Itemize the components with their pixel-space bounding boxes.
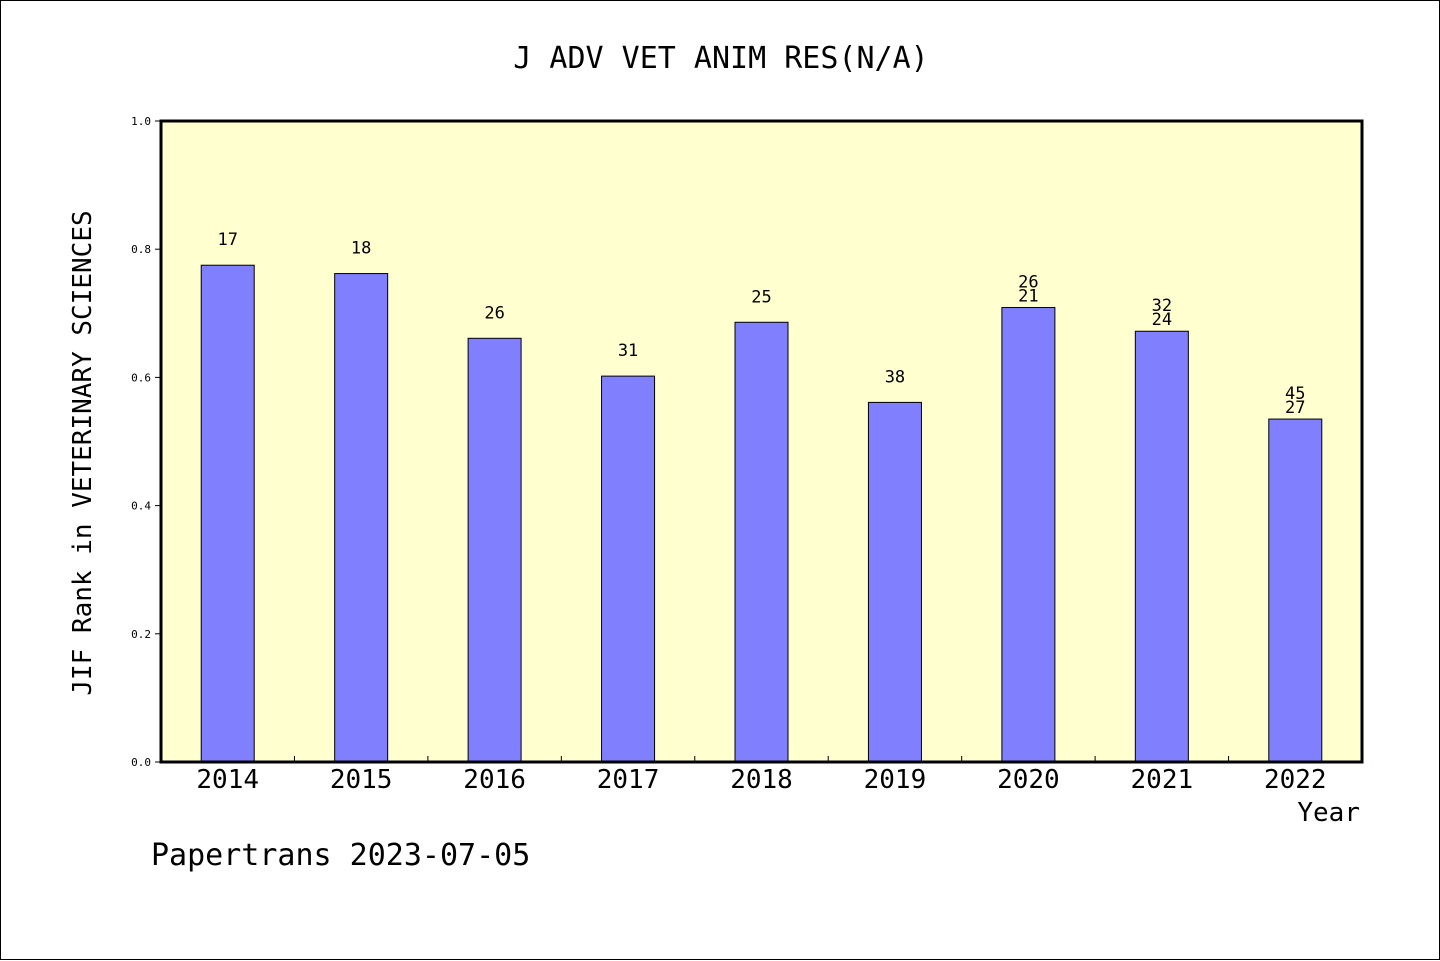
bar-value-label: 24 bbox=[1152, 310, 1172, 330]
bar bbox=[1001, 307, 1056, 763]
bar-value-label: 27 bbox=[1285, 398, 1305, 418]
bar bbox=[734, 321, 789, 763]
x-axis-label: Year bbox=[1297, 798, 1360, 828]
y-tick-label: 0.0 bbox=[131, 756, 151, 769]
bar-value-label: 21 bbox=[1018, 287, 1038, 307]
y-tick-label: 0.4 bbox=[131, 500, 151, 513]
bar bbox=[334, 273, 389, 763]
plot-border bbox=[159, 119, 1364, 764]
y-tick-label: 0.8 bbox=[131, 243, 151, 256]
y-tick-label: 1.0 bbox=[131, 115, 151, 128]
bar-value-label: 32 bbox=[1152, 296, 1172, 316]
footer-credit: Papertrans 2023-07-05 bbox=[151, 838, 530, 873]
bars-group bbox=[200, 264, 1323, 763]
x-tick-label: 2016 bbox=[463, 765, 526, 795]
bar-value-label: 25 bbox=[751, 287, 771, 307]
x-tick-label: 2022 bbox=[1264, 765, 1327, 795]
bar-value-label: 45 bbox=[1285, 384, 1305, 404]
bar-value-label: 26 bbox=[1018, 273, 1038, 293]
bar bbox=[1134, 330, 1189, 763]
bar-value-label: 31 bbox=[618, 341, 638, 361]
y-axis-ticks: 0.0 0.2 0.4 0.6 0.8 1.0 bbox=[131, 115, 161, 769]
x-tick-label: 2021 bbox=[1131, 765, 1194, 795]
x-axis-ticks: 2014 2015 2016 2017 2018 2019 2020 2021 2022 bbox=[196, 756, 1327, 795]
y-tick-label: 0.6 bbox=[131, 371, 151, 384]
x-tick-label: 2014 bbox=[196, 765, 259, 795]
bar bbox=[1268, 418, 1323, 763]
bar bbox=[601, 375, 656, 763]
bar-value-label: 18 bbox=[351, 239, 371, 259]
y-axis-label: JIF Rank in VETERINARY SCIENCES bbox=[68, 210, 98, 695]
chart-title: J ADV VET ANIM RES(N/A) bbox=[513, 41, 928, 76]
x-tick-label: 2015 bbox=[330, 765, 393, 795]
x-tick-label: 2017 bbox=[597, 765, 660, 795]
bar-value-label: 26 bbox=[484, 303, 504, 323]
y-tick-label: 0.2 bbox=[131, 628, 151, 641]
bar bbox=[200, 264, 255, 763]
bar-value-label: 38 bbox=[885, 367, 905, 387]
bar bbox=[867, 401, 922, 763]
bar-value-label: 17 bbox=[217, 230, 237, 250]
x-tick-label: 2019 bbox=[864, 765, 927, 795]
x-tick-label: 2018 bbox=[730, 765, 793, 795]
bar bbox=[467, 337, 522, 763]
x-tick-label: 2020 bbox=[997, 765, 1060, 795]
